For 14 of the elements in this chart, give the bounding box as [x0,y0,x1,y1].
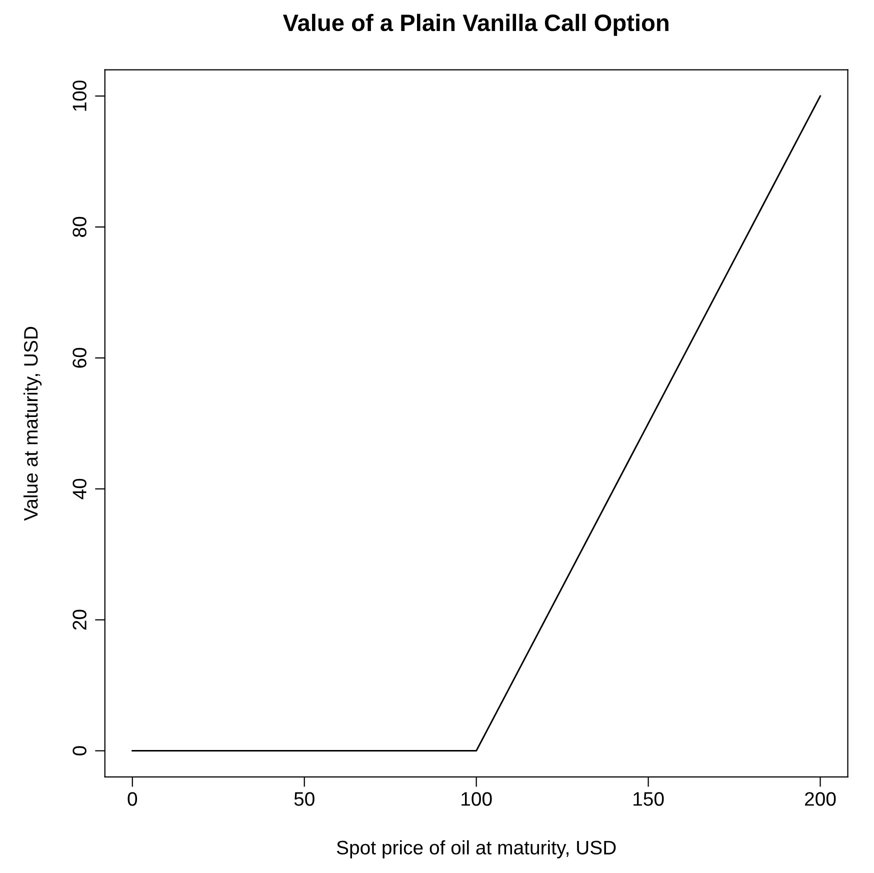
x-axis-title: Spot price of oil at maturity, USD [336,840,616,858]
y-tick-label: 40 [72,478,86,500]
chart-title: Value of a Plain Vanilla Call Option [282,14,668,36]
y-tick-label: 100 [72,80,86,111]
x-tick-label: 0 [128,792,138,806]
x-tick-label: 150 [634,792,664,806]
x-tick-label: 100 [462,792,492,806]
x-tick-label: 50 [294,792,314,806]
y-tick-label: 80 [72,216,86,237]
x-tick-label: 200 [805,792,836,806]
y-tick-label: 20 [72,610,86,630]
y-tick-label: 60 [72,348,86,368]
y-tick-label: 0 [72,746,86,756]
y-axis-title: Value at maturity, USD [23,326,42,521]
